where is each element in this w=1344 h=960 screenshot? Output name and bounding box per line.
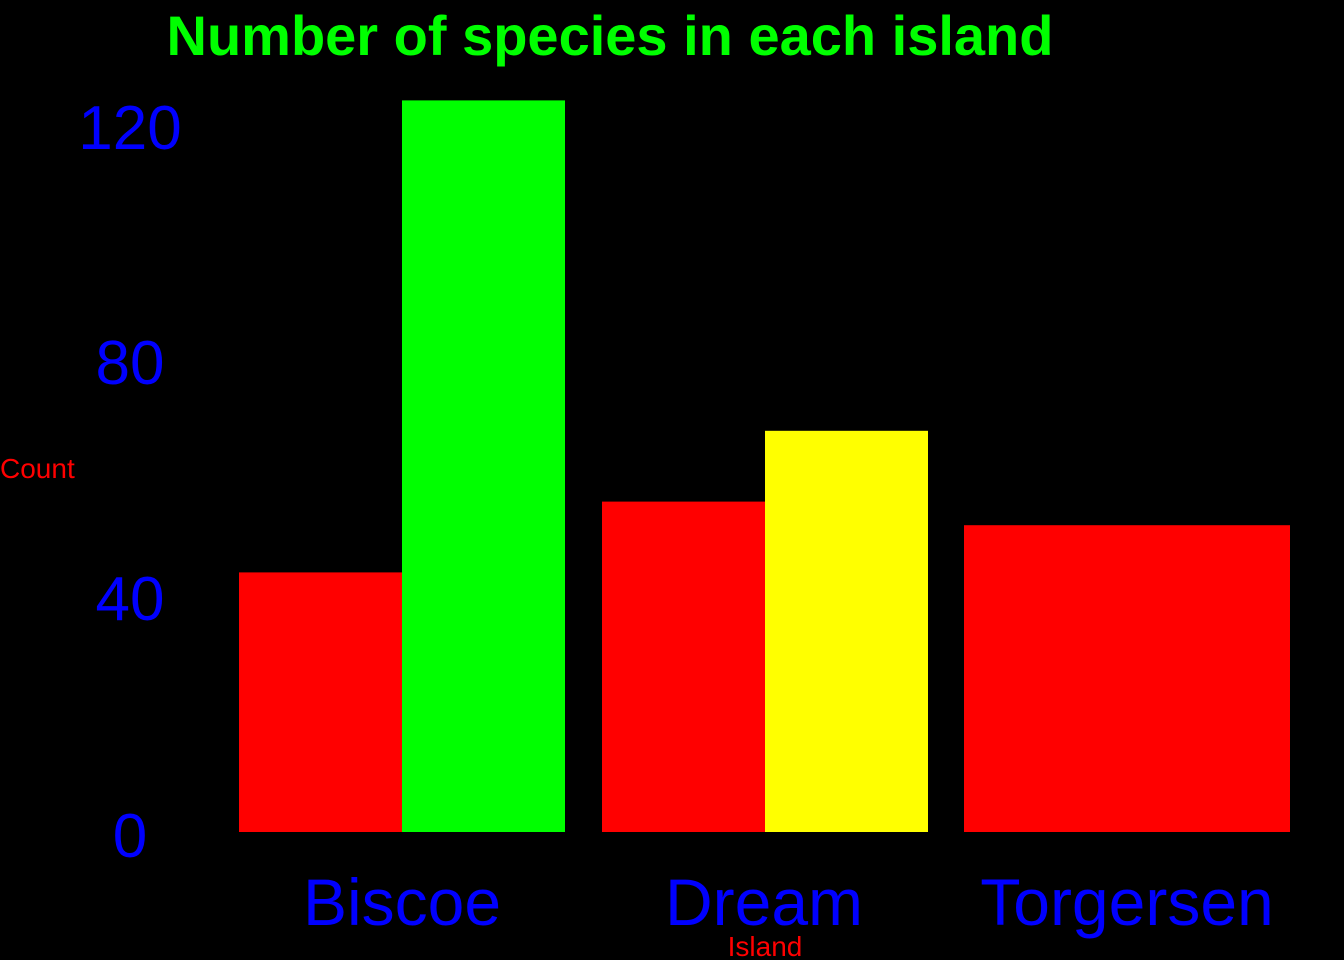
y-tick-label-0: 0 [113,802,147,871]
bar-biscoe-series-2 [402,100,565,832]
bar-dream-series-1 [602,501,765,832]
y-tick-label-40: 40 [96,565,165,634]
bar-biscoe-series-1 [239,572,402,832]
chart-title: Number of species in each island [167,4,1054,67]
y-axis-label: Count [0,453,75,484]
bar-torgersen-series-1 [964,525,1290,832]
x-tick-label-dream: Dream [665,865,863,939]
x-tick-label-biscoe: Biscoe [303,865,501,939]
x-tick-label-torgersen: Torgersen [980,865,1274,939]
y-tick-label-80: 80 [96,329,165,398]
bar-dream-series-3 [765,430,928,832]
y-tick-label-120: 120 [78,94,181,163]
x-axis-label: Island [728,931,803,960]
bars-group [239,100,1290,832]
